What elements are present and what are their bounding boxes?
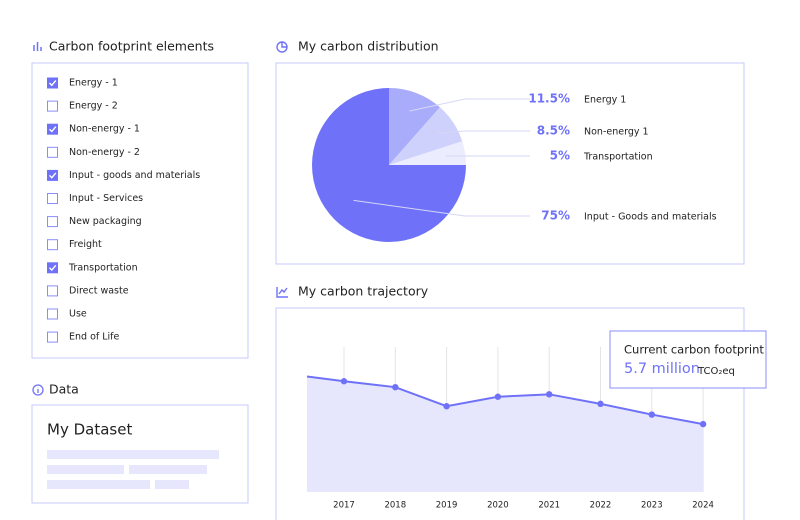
x-tick-label: 2024 [692,501,714,511]
check-mark [49,126,57,133]
panel-title: My carbon distribution [298,39,439,54]
value-label: 5% [550,149,570,163]
item-label: Energy - 1 [69,78,118,89]
dataset-name: My Dataset [47,421,132,439]
legend-label: Non-energy 1 [584,127,649,138]
item-label: Non-energy - 1 [69,124,140,135]
panel-title: Carbon footprint elements [49,39,214,54]
x-tick-label: 2017 [333,501,355,511]
check-mark [49,172,57,179]
value-label: 8.5% [537,124,570,138]
point [546,391,553,398]
bars-icon [33,42,42,51]
x-tick-label: 2021 [538,501,560,511]
item-label: Freight [69,239,102,250]
leader-line [409,98,530,112]
area [307,376,704,492]
trajectory-panel [275,307,745,520]
data-panel [31,404,249,504]
pie-panel [275,62,745,265]
point [494,393,502,400]
value-label: 11.5% [528,92,570,106]
placeholder [47,450,219,489]
item-label: Direct waste [69,285,129,296]
checkbox[interactable] [47,216,58,228]
item-label: Input - Services [69,193,143,204]
callout-unit: TCO₂eq [697,366,735,377]
item-label: End of Life [69,332,120,343]
value-label: 75% [541,209,570,223]
pie-slice [389,107,463,165]
checkbox[interactable] [47,123,58,135]
x-tick-label: 2023 [641,501,663,511]
callout-box [609,330,767,389]
checkbox[interactable] [47,331,58,343]
item-label: Energy - 2 [69,101,118,112]
point [699,420,707,428]
checkbox[interactable] [47,285,58,297]
checkbox[interactable] [47,100,58,112]
pie-slice [312,88,466,242]
callout-title: Current carbon footprint [624,343,764,357]
checkbox[interactable] [47,169,58,181]
item-label: Use [69,309,87,320]
point [597,400,604,408]
item-label: New packaging [69,216,142,227]
point [392,383,399,391]
checkbox[interactable] [47,262,58,274]
legend-label: Energy 1 [584,95,626,106]
x-tick-label: 2020 [487,501,509,511]
x-tick-label: 2022 [590,501,612,511]
point [648,411,655,418]
legend-label: Transportation [583,152,653,163]
x-tick-label: 2018 [384,501,406,511]
checkbox[interactable] [47,146,58,158]
point [340,378,348,385]
leader-line [353,199,530,217]
pie-slice [389,141,466,165]
checkbox[interactable] [47,77,58,89]
x-tick-label: 2019 [436,501,458,511]
panel-title: My carbon trajectory [298,284,429,299]
callout-value: 5.7 million [624,361,700,377]
check-mark [49,80,57,87]
info-icon [32,384,44,396]
item-label: Input - goods and materials [69,170,200,181]
elements-panel [31,62,249,359]
checkbox[interactable] [47,239,58,251]
point [443,403,450,410]
legend-label: Input - Goods and materials [584,212,717,223]
panel-title: Data [49,382,79,397]
leader-line [437,130,530,134]
item-label: Transportation [68,262,138,273]
checkbox[interactable] [47,193,58,204]
checkbox[interactable] [47,308,58,320]
chart-icon [276,287,288,298]
item-label: Non-energy - 2 [69,147,140,158]
check-mark [49,264,57,272]
pie-icon [276,41,288,53]
